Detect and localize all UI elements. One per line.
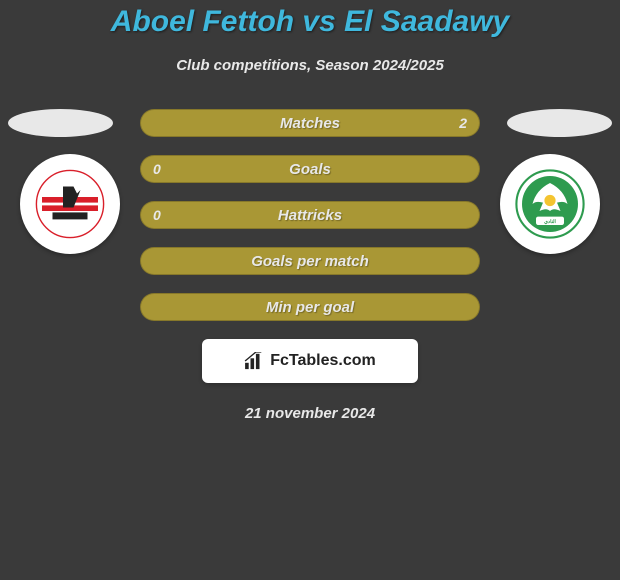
stat-label: Min per goal xyxy=(266,299,354,316)
stat-row-hattricks: 0 Hattricks xyxy=(140,201,480,229)
almasry-logo-icon: النادي xyxy=(515,169,585,239)
stat-right-value: 2 xyxy=(459,115,467,131)
stat-row-goals-per-match: Goals per match xyxy=(140,247,480,275)
stat-row-goals: 0 Goals xyxy=(140,155,480,183)
stat-label: Goals per match xyxy=(251,253,369,270)
club-logo-left xyxy=(20,154,120,254)
watermark-box[interactable]: FcTables.com xyxy=(202,339,418,383)
svg-text:النادي: النادي xyxy=(544,219,556,225)
stats-rows: Matches 2 0 Goals 0 Hattricks Goals per … xyxy=(140,109,480,321)
stat-left-value: 0 xyxy=(153,207,161,223)
stat-row-min-per-goal: Min per goal xyxy=(140,293,480,321)
player-oval-left xyxy=(8,109,113,137)
stat-label: Hattricks xyxy=(278,207,342,224)
player-oval-right xyxy=(507,109,612,137)
club-logo-right: النادي xyxy=(500,154,600,254)
stat-label: Matches xyxy=(280,115,340,132)
comparison-title: Aboel Fettoh vs El Saadawy xyxy=(0,5,620,39)
stat-label: Goals xyxy=(289,161,331,178)
bars-icon xyxy=(244,352,266,370)
stat-left-value: 0 xyxy=(153,161,161,177)
date-text: 21 november 2024 xyxy=(0,405,620,422)
zamalek-logo-icon xyxy=(35,169,105,239)
stat-row-matches: Matches 2 xyxy=(140,109,480,137)
stats-area: النادي Matches 2 0 Goals 0 Hattricks Goa… xyxy=(0,109,620,422)
watermark-label: FcTables.com xyxy=(270,352,376,370)
watermark-text: FcTables.com xyxy=(244,352,376,370)
season-subtitle: Club competitions, Season 2024/2025 xyxy=(0,57,620,74)
